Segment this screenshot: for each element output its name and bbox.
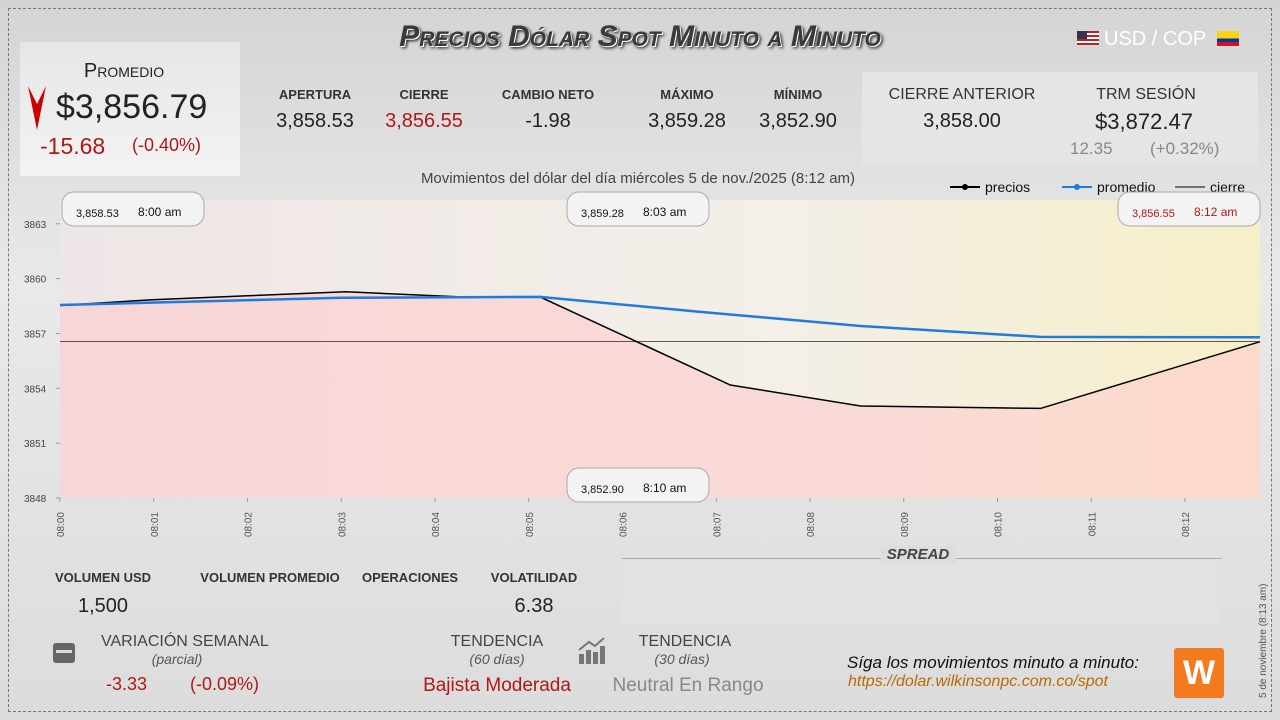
volume-label: OPERACIONES xyxy=(361,570,459,585)
flag-us xyxy=(1077,31,1099,45)
volume-value: 1,500 xyxy=(77,595,129,617)
annotation-time: 8:12 am xyxy=(1194,205,1237,219)
trend30-sub: (30 días) xyxy=(654,651,710,667)
y-tick-label: 3863 xyxy=(24,220,47,231)
x-tick-label: 08:08 xyxy=(806,512,817,537)
volume-value: 6.38 xyxy=(514,595,554,617)
area xyxy=(60,291,1260,498)
x-tick-label: 08:04 xyxy=(431,512,442,537)
trm-label: TRM SESIÓN xyxy=(1096,86,1196,103)
legend-label: cierre xyxy=(1210,179,1245,195)
legend-label: promedio xyxy=(1097,179,1156,195)
stat-value: 3,858.53 xyxy=(276,110,354,132)
pair: USD / COP xyxy=(1104,28,1207,50)
trend60-label: TENDENCIA xyxy=(450,633,544,650)
annotation-value: 3,852.90 xyxy=(581,484,624,496)
legend-dot xyxy=(962,184,968,190)
summary-box xyxy=(20,42,240,176)
legend-label: precios xyxy=(985,179,1030,195)
volume-label: VOLUMEN PROMEDIO xyxy=(200,570,340,585)
series-line xyxy=(59,295,1261,339)
x-tick-label: 08:09 xyxy=(900,512,911,537)
down-arrow xyxy=(28,86,46,130)
annotation-value: 3,856.55 xyxy=(1132,208,1175,220)
annotation-box xyxy=(61,191,205,227)
prev-value: 3,858.00 xyxy=(923,110,1001,132)
volume-label: VOLUMEN USD xyxy=(54,570,152,585)
summary-label: Promedio xyxy=(83,60,165,82)
legend-dot xyxy=(1074,184,1080,190)
annotation-box xyxy=(566,191,710,227)
stat-value: 3,852.90 xyxy=(759,110,837,132)
timestamp: 5 de noviembre (8:13 am) xyxy=(1258,583,1269,698)
weekly-label: VARIACIÓN SEMANAL xyxy=(101,633,269,650)
x-tick-label: 08:06 xyxy=(619,512,630,537)
x-tick-label: 08:11 xyxy=(1087,512,1098,537)
stat-label: APERTURA xyxy=(278,87,352,102)
x-tick-label: 08:03 xyxy=(337,512,348,537)
footer-text: Síga los movimientos minuto a minuto: xyxy=(847,653,1139,672)
x-tick-label: 08:02 xyxy=(244,512,255,537)
weekly-value: -3.33 xyxy=(106,674,148,694)
chart-title: Movimientos del dólar del día miércoles … xyxy=(421,170,855,187)
trend30-label: TENDENCIA xyxy=(638,633,732,650)
footer-url[interactable]: https://dolar.wilkinsonpc.com.co/spot xyxy=(848,673,1108,690)
annotation-box xyxy=(566,467,710,503)
weekly-sub: (parcial) xyxy=(151,651,203,667)
y-tick-label: 3860 xyxy=(24,275,47,286)
trm-box xyxy=(862,72,1258,164)
annotation-time: 8:03 am xyxy=(643,205,686,219)
x-tick-label: 08:07 xyxy=(712,512,723,537)
stat-label: MÍNIMO xyxy=(773,87,823,102)
summary-price: $3,856.79 xyxy=(56,88,208,126)
trend60-value: Bajista Moderada xyxy=(423,675,571,696)
title: Precios Dólar Spot Minuto a Minuto xyxy=(399,20,881,53)
y-tick-label: 3854 xyxy=(24,384,47,395)
stat-label: CAMBIO NETO xyxy=(501,87,595,102)
frame xyxy=(8,8,1272,712)
stat-label: CIERRE xyxy=(399,87,449,102)
x-tick-label: 08:00 xyxy=(56,512,67,537)
summary-change: -15.68 xyxy=(40,133,106,159)
annotation-box xyxy=(1117,191,1261,227)
volume-label: VOLATILIDAD xyxy=(490,570,578,585)
stat-value: 3,856.55 xyxy=(385,110,463,132)
trm-change: 12.35 xyxy=(1070,139,1113,158)
annotation-time: 8:10 am xyxy=(643,481,686,495)
flag-co xyxy=(1217,31,1239,46)
y-tick-label: 3857 xyxy=(24,329,47,340)
annotation-value: 3,859.28 xyxy=(581,208,624,220)
x-tick-label: 08:12 xyxy=(1181,512,1192,537)
y-tick-label: 3851 xyxy=(24,439,47,450)
trm-value: $3,872.47 xyxy=(1095,109,1193,134)
trend60-sub: (60 días) xyxy=(469,651,525,667)
weekly-pct: (-0.09%) xyxy=(190,674,260,694)
trend30-value: Neutral En Rango xyxy=(612,675,764,696)
x-tick-label: 08:05 xyxy=(525,512,536,537)
y-tick-label: 3848 xyxy=(24,494,47,505)
stat-value: -1.98 xyxy=(525,110,571,132)
trm-change-pct: (+0.32%) xyxy=(1150,139,1220,158)
stat-value: 3,859.28 xyxy=(648,110,726,132)
x-tick-label: 08:01 xyxy=(150,512,161,537)
summary-change-pct: (-0.40%) xyxy=(132,135,202,155)
trend-icon xyxy=(578,637,605,664)
x-tick-label: 08:10 xyxy=(994,512,1005,537)
calendar-icon xyxy=(53,643,75,663)
annotation-time: 8:00 am xyxy=(138,205,181,219)
stat-label: MÁXIMO xyxy=(660,87,714,102)
annotation-value: 3,858.53 xyxy=(76,208,119,220)
spread-title: SPREAD xyxy=(880,546,956,563)
spread-box xyxy=(622,558,1222,625)
prev-label: CIERRE ANTERIOR xyxy=(888,86,1036,103)
logo: W xyxy=(1174,648,1224,698)
